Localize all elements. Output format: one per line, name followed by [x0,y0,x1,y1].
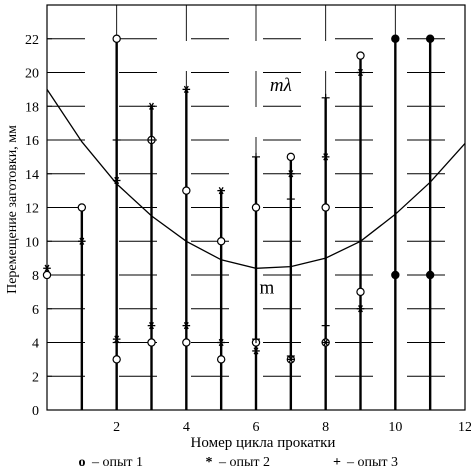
point-opyt-1 [321,203,330,212]
y-axis-label: Перемещение заготовки, мм [5,125,20,294]
asterisk-stroke [183,322,189,330]
point-opyt-3 [321,93,330,102]
point-opyt-2 [112,176,121,185]
point-opyt-1 [356,287,365,297]
point-opyt-1 [216,355,226,364]
legend-label: – опыт 1 [92,455,144,470]
y-tick-label: 16 [25,134,39,149]
asterisk-stroke [358,305,363,313]
asterisk-stroke [323,153,329,161]
point-opyt-3 [252,152,260,161]
y-tick-label: 20 [25,67,39,82]
point-opyt-2 [321,338,330,347]
point-opyt-2 [321,153,330,161]
asterisk-stroke [218,187,224,195]
y-tick-label: 4 [32,337,39,352]
point-opyt-2 [182,322,191,330]
chart: 2 4 6 8 10 12 0 2 4 6 8 10 12 14 16 18 20 22 Номер цикла … [5,4,471,451]
point-opyt-2 [217,187,225,195]
asterisk-stroke [218,338,224,347]
point-opyt-2 [43,264,51,272]
point-opyt-1 [112,34,121,43]
point-opyt-1 [182,186,191,195]
y-tick-label: 6 [32,303,39,318]
point-opyt-2 [287,170,295,178]
legend-item-series-1: o – опыт 1 [75,455,144,471]
point-opyt-3 [321,321,330,330]
asterisk-stroke [358,68,363,77]
point-opyt-3 [147,136,156,144]
point-opyt-1 [147,338,156,347]
asterisk-stroke [288,170,294,178]
y-tick-label: 18 [25,100,39,115]
point-opyt-3 [286,195,295,204]
legend-label: – опыт 3 [347,455,399,470]
point-opyt-2 [182,85,191,93]
x-tick-label: 12 [458,420,471,435]
point-opyt-1 [77,203,87,212]
curve-label-lower: m [259,278,274,299]
point-opyt-1 [356,51,365,60]
point-opyt-1 [182,338,191,347]
x-tick-label: 4 [183,420,190,435]
point-opyt-2 [78,237,86,245]
point-opyt-2 [147,322,156,330]
tick-labels: 2 4 6 8 10 12 0 2 4 6 8 10 12 14 16 18 20 22 [25,33,471,435]
legend: o – опыт 1 * – опыт 2 + – опыт 3 [0,453,471,475]
point-opyt-1 [286,152,296,162]
point-opyt-2 [252,347,260,355]
point-opyt-1 [42,270,52,280]
point-opyt-2 [147,102,156,110]
point-opyt-1 [251,203,261,212]
asterisk-icon: * [205,455,213,470]
boundary-curve-layer [46,89,466,269]
y-tick-label: 8 [32,269,39,284]
y-tick-label: 22 [25,33,39,48]
axis-labels: Номер цикла прокатки Перемещение заготовк… [5,75,335,451]
point-opyt-1 [425,270,435,280]
point-opyt-1 [216,237,226,246]
x-tick-label: 10 [388,420,402,435]
legend-item-series-3: + – опыт 3 [330,455,398,471]
asterisk-stroke [253,347,259,355]
boundary-curve [46,89,466,269]
point-opyt-2 [356,305,365,313]
legend-item-series-2: * – опыт 2 [202,455,271,471]
x-tick-label: 6 [253,420,260,435]
plus-icon: + [333,455,341,470]
point-opyt-1 [391,270,400,280]
asterisk-stroke [323,338,329,347]
y-tick-label: 0 [32,404,39,419]
point-opyt-1 [391,34,400,43]
point-opyt-3 [252,335,260,344]
asterisk-stroke [149,322,154,330]
data-points [42,34,435,364]
point-opyt-2 [356,68,365,77]
asterisk-stroke [114,176,120,185]
y-tick-label: 14 [25,168,39,183]
asterisk-stroke [149,102,154,110]
asterisk-stroke [79,237,85,245]
x-tick-label: 8 [322,420,329,435]
point-opyt-1 [112,355,121,364]
point-opyt-1 [425,34,435,43]
y-tick-label: 2 [32,370,39,385]
y-tick-label: 12 [25,202,39,217]
x-tick-label: 2 [113,420,120,435]
asterisk-stroke [44,264,50,272]
x-axis-label: Номер цикла прокатки [191,435,336,451]
legend-label: – опыт 2 [219,455,271,470]
point-opyt-2 [217,338,225,347]
point-opyt-3 [112,136,121,144]
open-circle-icon: o [78,455,86,470]
point-opyt-3 [112,338,121,347]
point-opyt-3 [286,352,295,360]
asterisk-stroke [183,85,189,93]
curve-label-upper: mλ [270,75,292,96]
y-tick-label: 10 [25,235,39,250]
